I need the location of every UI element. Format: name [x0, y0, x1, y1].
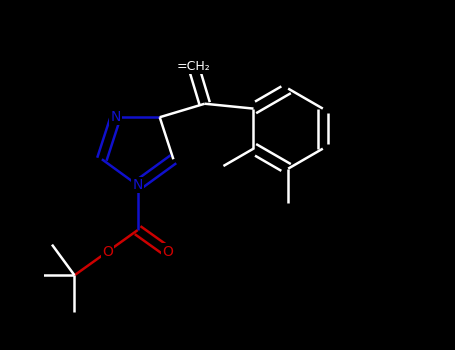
- Text: O: O: [162, 245, 173, 259]
- Text: N: N: [111, 110, 121, 124]
- Text: N: N: [132, 178, 143, 192]
- Text: O: O: [102, 245, 113, 259]
- Text: =CH₂: =CH₂: [177, 60, 211, 73]
